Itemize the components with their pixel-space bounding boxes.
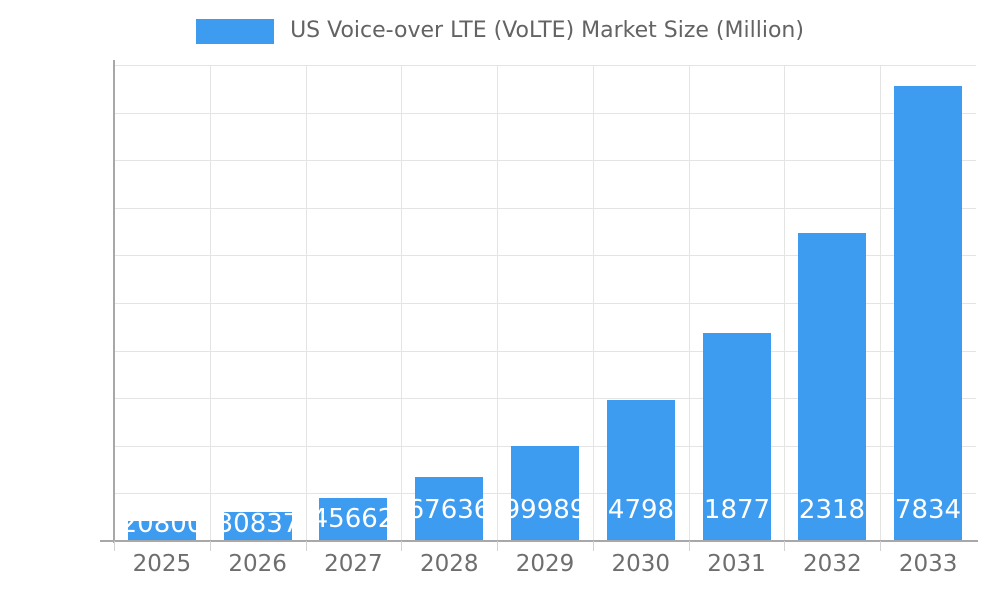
bar-2026[interactable]: 30837 [224, 512, 292, 541]
gridline-vertical [689, 65, 690, 541]
bar-value-label: 20800 [128, 521, 196, 539]
x-axis-tick-mark [497, 541, 498, 551]
bar-value-label: 45662 [319, 504, 387, 535]
x-axis-tick-label: 2028 [419, 551, 479, 577]
x-axis-tick-label: 2029 [515, 551, 575, 577]
gridline-horizontal [114, 207, 976, 209]
bar-value-label: 218776 [703, 495, 771, 525]
x-axis-tick-label: 2033 [898, 551, 958, 577]
bar-2027[interactable]: 45662 [319, 498, 387, 541]
x-axis-tick-label: 2026 [228, 551, 287, 577]
y-axis-line [113, 60, 115, 543]
gridline-vertical [306, 65, 307, 541]
bar-2033[interactable]: 478346 [894, 86, 962, 541]
bar-rect[interactable] [224, 512, 292, 541]
gridline-horizontal [114, 112, 976, 114]
x-axis-tick-label: 2027 [324, 551, 383, 577]
bar-value-label: 478346 [894, 495, 962, 525]
bar-rect[interactable] [703, 333, 771, 541]
gridline-horizontal [114, 303, 976, 304]
bar-value-label: 30837 [224, 512, 292, 539]
legend-label-volte: US Voice-over LTE (VoLTE) Market Size (M… [290, 18, 804, 43]
bar-2028[interactable]: 67636 [415, 477, 483, 541]
x-axis-tick-label: 2025 [132, 551, 192, 577]
gridline-vertical [210, 65, 211, 541]
x-axis-tick-mark [593, 541, 594, 551]
gridline-vertical [593, 65, 594, 541]
gridline-vertical [784, 65, 785, 541]
gridline-vertical [880, 65, 881, 541]
bar-value-label: 99989 [511, 495, 579, 525]
x-axis-tick-mark [401, 541, 402, 551]
x-axis-tick-label: 2031 [707, 551, 766, 577]
legend-swatch-volte[interactable] [196, 18, 275, 44]
gridline-horizontal [114, 160, 976, 162]
bar-rect[interactable] [128, 521, 196, 541]
bar-value-label: 323182 [798, 495, 866, 525]
bar-2031[interactable]: 218776 [703, 333, 771, 541]
gridline-horizontal [114, 65, 976, 66]
bar-rect[interactable] [894, 86, 962, 541]
chart-legend: US Voice-over LTE (VoLTE) Market Size (M… [0, 14, 1000, 48]
bar-rect[interactable] [798, 233, 866, 541]
bar-2029[interactable]: 99989 [511, 446, 579, 541]
x-axis-tick-mark [306, 541, 307, 551]
bar-rect[interactable] [415, 477, 483, 541]
x-axis-tick-mark [114, 541, 115, 551]
plot-area: 20800 30837 45662 67636 99989 147984 218776 323… [114, 65, 976, 542]
bar-rect[interactable] [319, 498, 387, 541]
gridline-horizontal [114, 398, 976, 400]
bar-rect[interactable] [607, 400, 675, 541]
bar-value-label: 67636 [415, 495, 483, 525]
x-axis-tick-label: 2030 [611, 551, 671, 577]
x-axis-line [100, 540, 978, 542]
gridline-horizontal [114, 350, 976, 352]
bar-value-label: 147984 [607, 495, 675, 525]
x-axis-tick-mark [880, 541, 881, 551]
gridline-horizontal [114, 255, 976, 257]
gridline-vertical [497, 65, 498, 541]
gridline-vertical [401, 65, 402, 541]
bar-rect[interactable] [511, 446, 579, 541]
x-axis-tick-mark [784, 541, 785, 551]
x-axis-tick-mark [689, 541, 690, 551]
bar-2030[interactable]: 147984 [607, 400, 675, 541]
bar-2032[interactable]: 323182 [798, 233, 866, 541]
bar-2025[interactable]: 20800 [128, 521, 196, 541]
x-axis-tick-label: 2032 [803, 551, 862, 577]
x-axis-tick-mark [210, 541, 211, 551]
